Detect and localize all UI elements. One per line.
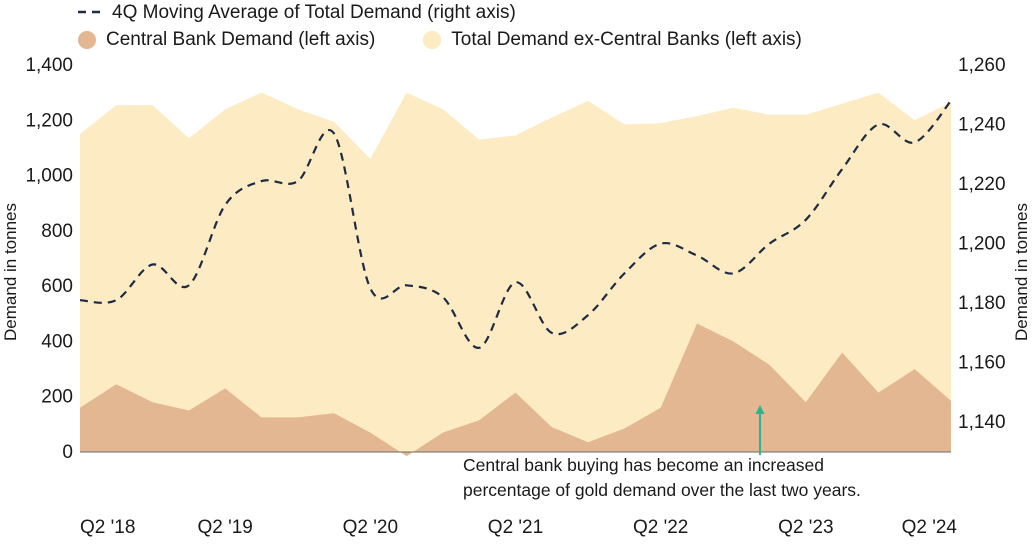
x-tick-label: Q2 '19 [197,517,252,538]
dashed-line-icon [78,10,104,14]
right-tick-label: 1,240 [958,115,1006,136]
right-tick-label: 1,180 [958,293,1006,314]
ex-central-swatch-icon [423,31,442,49]
right-tick-label: 1,200 [958,234,1006,255]
annotation-line-2: percentage of gold demand over the last … [463,480,861,500]
x-tick-label: Q2 '22 [633,517,688,538]
areas-layer [80,92,951,457]
moving-average-layer [79,99,952,349]
legend-item-ex-central: Total Demand ex-Central Banks (left axis… [423,29,802,51]
left-tick-label: 0 [62,442,73,463]
left-tick-label: 400 [41,331,73,352]
annotation-arrow-head [755,405,765,414]
legend-label-ex-central: Total Demand ex-Central Banks (left axis… [451,29,802,50]
x-tick-label: Q2 '20 [343,517,398,538]
x-tick-label: Q2 '18 [80,517,135,538]
left-axis-title: Demand in tonnes [1,203,20,341]
right-tick-label: 1,260 [958,55,1006,76]
right-tick-label: 1,140 [958,412,1006,433]
legend-label-central-bank: Central Bank Demand (left axis) [106,29,376,50]
left-tick-label: 800 [41,221,73,242]
x-tick-label: Q2 '23 [778,517,833,538]
legend-row-1: 4Q Moving Average of Total Demand (right… [78,2,564,24]
central-bank-area [80,323,951,457]
right-tick-label: 1,220 [958,174,1006,195]
central-bank-swatch-icon [78,31,96,49]
left-tick-label: 1,200 [25,110,73,131]
legend-row-2: Central Bank Demand (left axis) Total De… [78,29,850,51]
left-tick-label: 200 [41,387,73,408]
legend-item-central-bank: Central Bank Demand (left axis) [78,29,375,51]
left-axis-ticks: 0 200 400 600 800 1,000 1,200 1,400 [25,55,73,463]
right-axis-title: Demand in tonnes [1012,203,1031,341]
moving-average-line [79,99,952,349]
legend-item-moving-average: 4Q Moving Average of Total Demand (right… [78,2,516,24]
right-tick-label: 1,160 [958,353,1006,374]
left-tick-label: 1,000 [25,166,73,187]
left-tick-label: 600 [41,276,73,297]
x-axis-ticks: Q2 '18 Q2 '19 Q2 '20 Q2 '21 Q2 '22 Q2 '23 Q2 '… [80,517,957,538]
x-tick-label: Q2 '21 [488,517,543,538]
annotation-line-1: Central bank buying has become an increa… [463,455,824,475]
x-tick-label: Q2 '24 [902,517,958,538]
left-tick-label: 1,400 [25,55,73,76]
legend-label-moving-average: 4Q Moving Average of Total Demand (right… [112,2,516,23]
right-axis-ticks: 1,140 1,160 1,180 1,200 1,220 1,240 1,260 [958,55,1006,433]
